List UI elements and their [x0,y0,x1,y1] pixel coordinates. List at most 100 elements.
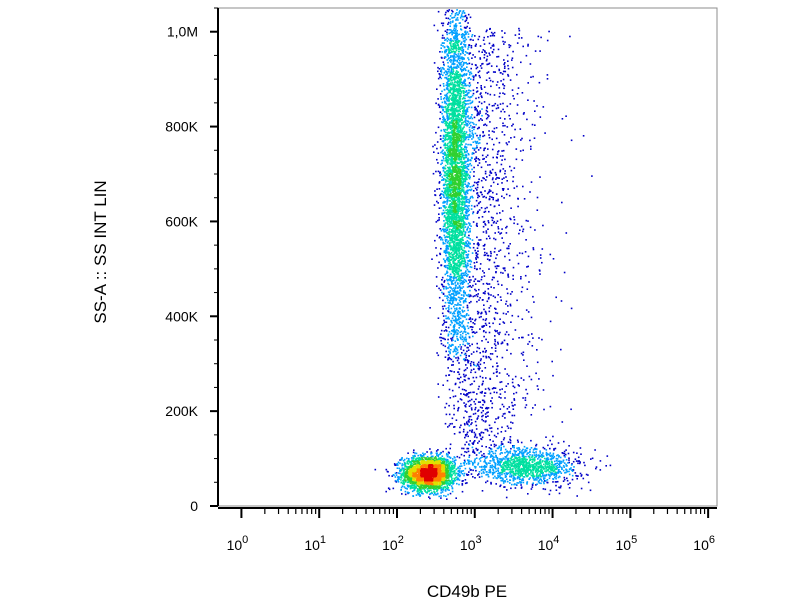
event-dot [448,275,451,278]
event-dot [521,336,523,339]
event-dot [448,9,451,11]
event-dot [463,43,465,46]
event-dot [460,104,462,107]
event-dot [449,370,452,372]
event-dot [457,409,459,412]
event-dot [550,458,553,461]
event-dot [442,170,445,172]
event-dot [549,462,551,465]
event-dot [464,434,467,436]
event-dot [499,460,501,462]
event-dot [488,388,491,391]
event-dot [534,469,537,471]
event-dot [467,201,469,203]
event-dot [476,253,479,256]
event-dot [460,64,462,66]
event-dot [486,456,488,458]
event-dot [490,172,493,174]
event-dot [482,186,484,189]
event-dot [522,448,524,451]
event-dot [466,243,469,246]
event-dot [535,470,537,473]
event-dot [486,206,488,209]
event-dot [550,466,553,469]
event-dot [497,467,499,470]
event-dot [442,159,444,162]
event-dot [469,318,472,320]
event-dot [469,143,471,146]
event-dot [465,136,468,138]
event-dot [488,283,491,285]
event-dot [477,112,480,114]
event-dot [492,48,495,51]
event-dot [446,81,448,84]
event-dot [444,137,446,140]
event-dot [478,142,481,144]
event-dot [515,450,517,453]
event-dot [471,252,474,254]
event-dot [511,464,514,467]
event-dot [559,456,562,459]
event-dot [477,196,479,199]
event-dot [459,465,461,467]
event-dot [447,180,449,182]
event-dot [494,475,496,478]
event-dot [476,363,479,365]
event-dot [517,198,519,200]
event-dot [464,479,467,481]
event-dot [449,302,452,305]
event-dot [463,120,465,123]
event-dot [484,170,487,173]
event-dot [413,449,415,451]
event-dot [509,473,511,475]
event-dot [459,354,462,357]
event-dot [442,83,445,85]
event-dot [399,459,401,461]
event-dot [465,272,468,275]
event-dot [577,462,579,465]
event-dot [465,256,467,259]
event-dot [468,285,470,288]
event-dot [557,460,560,463]
event-dot [460,472,462,474]
event-dot [461,473,464,475]
event-dot [448,80,451,82]
event-dot [482,158,484,160]
event-dot [532,295,534,298]
event-dot [466,149,468,152]
event-dot [569,482,571,484]
event-dot [445,98,448,100]
event-dot [555,296,557,299]
event-dot [509,217,511,220]
event-dot [469,391,472,394]
event-dot [439,74,441,76]
event-dot [548,493,551,496]
event-dot [460,84,463,86]
event-dot [530,456,533,458]
event-dot [530,378,533,381]
event-dot [463,12,466,14]
event-dot [401,464,403,467]
event-dot [502,464,504,466]
event-dot [479,263,482,265]
event-dot [450,276,453,279]
event-dot [460,256,463,258]
event-dot [479,352,481,354]
event-dot [504,32,506,34]
event-dot [484,243,486,246]
event-dot [479,191,482,193]
event-dot [534,124,536,126]
event-dot [447,124,449,127]
event-dot [465,267,468,269]
event-dot [549,320,552,323]
event-dot [505,176,507,178]
event-dot [451,422,453,425]
event-dot [483,36,485,39]
event-dot [516,112,518,115]
event-dot [458,483,460,486]
event-dot [490,400,492,402]
event-dot [440,44,443,46]
event-dot [496,157,498,159]
event-dot [442,45,444,47]
event-dot [485,338,487,341]
